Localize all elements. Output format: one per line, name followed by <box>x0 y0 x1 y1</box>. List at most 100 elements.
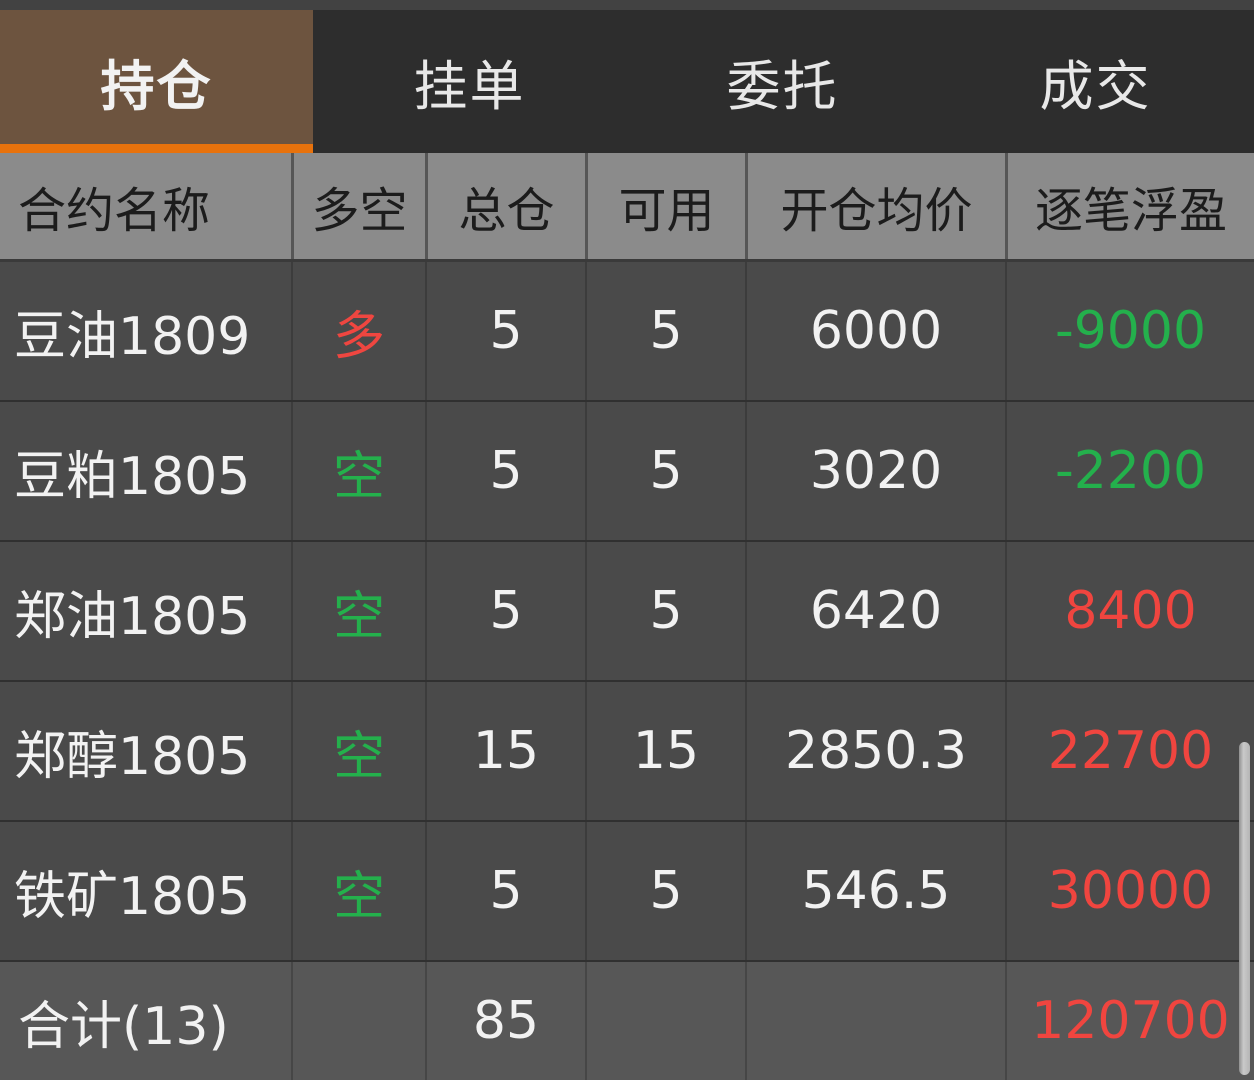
cell-pnl: -9000 <box>1005 262 1254 400</box>
cell-total: 5 <box>425 262 585 400</box>
cell-direction: 空 <box>291 542 425 680</box>
cell-available: 5 <box>585 402 745 540</box>
available-value: 5 <box>649 581 683 641</box>
cell-direction: 空 <box>291 402 425 540</box>
pnl-value: 8400 <box>1064 581 1197 641</box>
cell-available: 15 <box>585 682 745 820</box>
available-value: 5 <box>649 861 683 921</box>
pnl-value: 22700 <box>1047 721 1214 781</box>
column-header-contract-label: 合约名称 <box>18 183 211 239</box>
avg-price-value: 546.5 <box>801 861 951 921</box>
cell-total-direction <box>291 962 425 1080</box>
table-row[interactable]: 郑醇1805 空 15 15 2850.3 22700 <box>0 682 1254 822</box>
cell-avg-price: 6000 <box>745 262 1005 400</box>
cell-avg-price: 2850.3 <box>745 682 1005 820</box>
cell-pnl: -2200 <box>1005 402 1254 540</box>
vertical-scrollbar[interactable] <box>1239 153 1254 1080</box>
total-value: 5 <box>489 301 523 361</box>
cell-pnl: 22700 <box>1005 682 1254 820</box>
direction-badge: 空 <box>332 866 385 927</box>
cell-total-pnl: 120700 <box>1005 962 1254 1080</box>
cell-direction: 空 <box>291 822 425 960</box>
tab-bar: 持仓 挂单 委托 成交 <box>0 10 1254 153</box>
column-header-direction-label: 多空 <box>311 183 408 239</box>
table-row[interactable]: 郑油1805 空 5 5 6420 8400 <box>0 542 1254 682</box>
cell-pnl: 8400 <box>1005 542 1254 680</box>
pnl-value: -9000 <box>1054 301 1207 361</box>
cell-total: 5 <box>425 402 585 540</box>
column-header-total-label: 总仓 <box>458 183 555 239</box>
column-header-available-label: 可用 <box>618 183 715 239</box>
direction-badge: 空 <box>332 726 385 787</box>
cell-contract: 豆油1809 <box>0 262 291 400</box>
cell-direction: 空 <box>291 682 425 820</box>
tab-positions-label: 持仓 <box>100 55 213 118</box>
total-value: 5 <box>489 581 523 641</box>
total-label: 合计(13) <box>18 996 229 1057</box>
cell-avg-price: 3020 <box>745 402 1005 540</box>
total-pnl-value: 120700 <box>1031 991 1230 1051</box>
cell-total-avg-price <box>745 962 1005 1080</box>
direction-badge: 多 <box>332 306 385 367</box>
cell-total: 5 <box>425 822 585 960</box>
scrollbar-thumb[interactable] <box>1239 742 1250 1075</box>
cell-contract: 豆粕1805 <box>0 402 291 540</box>
cell-total-available <box>585 962 745 1080</box>
contract-name: 郑油1805 <box>14 586 251 647</box>
total-value: 15 <box>472 721 540 781</box>
avg-price-value: 6000 <box>809 301 943 361</box>
total-value: 5 <box>489 861 523 921</box>
column-header-pnl-label: 逐笔浮盈 <box>1034 183 1227 239</box>
avg-price-value: 6420 <box>809 581 943 641</box>
cell-available: 5 <box>585 822 745 960</box>
tab-pending-orders-label: 挂单 <box>413 55 526 118</box>
column-header-pnl[interactable]: 逐笔浮盈 <box>1005 153 1254 259</box>
total-value: 5 <box>489 441 523 501</box>
cell-avg-price: 546.5 <box>745 822 1005 960</box>
avg-price-value: 2850.3 <box>785 721 967 781</box>
cell-total-quantity: 85 <box>425 962 585 1080</box>
table-header-row: 合约名称 多空 总仓 可用 开仓均价 逐笔浮盈 <box>0 153 1254 262</box>
column-header-avg-price-label: 开仓均价 <box>780 183 973 239</box>
pnl-value: -2200 <box>1054 441 1207 501</box>
cell-direction: 多 <box>291 262 425 400</box>
positions-table: 合约名称 多空 总仓 可用 开仓均价 逐笔浮盈 豆油1809 多 5 5 600… <box>0 153 1254 1080</box>
cell-pnl: 30000 <box>1005 822 1254 960</box>
available-value: 15 <box>632 721 700 781</box>
column-header-avg-price[interactable]: 开仓均价 <box>745 153 1005 259</box>
available-value: 5 <box>649 441 683 501</box>
table-total-row: 合计(13) 85 120700 <box>0 962 1254 1080</box>
tab-pending-orders[interactable]: 挂单 <box>313 10 626 153</box>
cell-contract: 郑油1805 <box>0 542 291 680</box>
cell-contract: 郑醇1805 <box>0 682 291 820</box>
cell-avg-price: 6420 <box>745 542 1005 680</box>
tab-trades[interactable]: 成交 <box>939 10 1252 153</box>
direction-badge: 空 <box>332 586 385 647</box>
tab-entrust[interactable]: 委托 <box>626 10 939 153</box>
column-header-total[interactable]: 总仓 <box>425 153 585 259</box>
contract-name: 铁矿1805 <box>14 866 251 927</box>
cell-total-label: 合计(13) <box>0 962 291 1080</box>
cell-available: 5 <box>585 262 745 400</box>
table-row[interactable]: 豆油1809 多 5 5 6000 -9000 <box>0 262 1254 402</box>
column-header-available[interactable]: 可用 <box>585 153 745 259</box>
contract-name: 豆粕1805 <box>14 446 251 507</box>
direction-badge: 空 <box>332 446 385 507</box>
column-header-direction[interactable]: 多空 <box>291 153 425 259</box>
avg-price-value: 3020 <box>809 441 943 501</box>
contract-name: 豆油1809 <box>14 306 251 367</box>
column-header-contract[interactable]: 合约名称 <box>0 153 291 259</box>
cell-total: 15 <box>425 682 585 820</box>
cell-total: 5 <box>425 542 585 680</box>
cell-available: 5 <box>585 542 745 680</box>
pnl-value: 30000 <box>1047 861 1214 921</box>
table-row[interactable]: 铁矿1805 空 5 5 546.5 30000 <box>0 822 1254 962</box>
table-row[interactable]: 豆粕1805 空 5 5 3020 -2200 <box>0 402 1254 542</box>
tab-positions[interactable]: 持仓 <box>0 10 313 153</box>
available-value: 5 <box>649 301 683 361</box>
total-quantity: 85 <box>472 991 540 1051</box>
tab-trades-label: 成交 <box>1039 55 1152 118</box>
status-strip <box>0 0 1254 10</box>
tab-entrust-label: 委托 <box>726 55 839 118</box>
